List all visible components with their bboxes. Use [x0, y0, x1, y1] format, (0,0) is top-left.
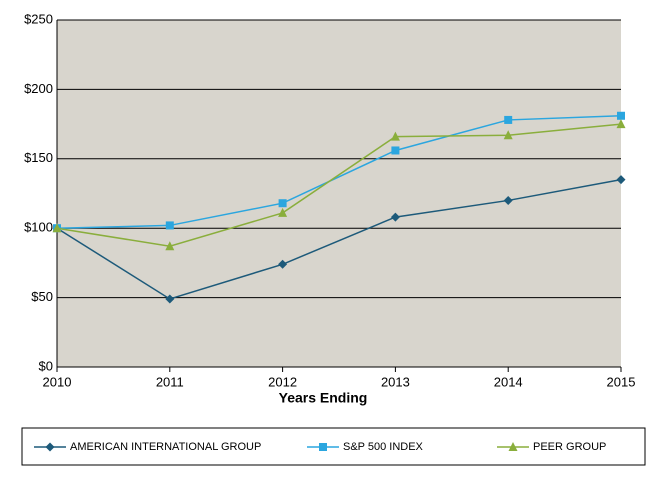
- x-axis-label: Years Ending: [279, 390, 368, 406]
- marker: [390, 131, 400, 141]
- marker: [504, 115, 513, 124]
- marker: [503, 130, 513, 140]
- y-tick-label: $200: [24, 81, 53, 96]
- x-tick-label: 2010: [43, 374, 72, 389]
- y-tick-label: $100: [24, 220, 53, 235]
- marker: [278, 199, 287, 208]
- marker: [616, 119, 626, 129]
- series-line: [56, 123, 622, 248]
- marker: [503, 195, 513, 205]
- y-tick-label: $0: [39, 358, 53, 373]
- legend-label: PEER GROUP: [533, 441, 606, 453]
- legend-marker: [319, 443, 327, 451]
- y-tick-label: $50: [31, 289, 53, 304]
- marker: [391, 146, 400, 155]
- legend-label: AMERICAN INTERNATIONAL GROUP: [70, 441, 261, 453]
- marker: [617, 111, 625, 120]
- x-tick-label: 2011: [156, 374, 184, 389]
- x-tick-label: 2013: [381, 374, 410, 389]
- marker: [165, 241, 175, 251]
- marker: [390, 212, 400, 222]
- x-tick-label: 2012: [268, 374, 297, 389]
- series-line: [56, 178, 622, 300]
- x-tick-label: 2014: [494, 374, 523, 389]
- legend-label: S&P 500 INDEX: [343, 441, 424, 453]
- marker: [616, 175, 626, 185]
- marker: [278, 259, 288, 269]
- legend-marker: [45, 442, 55, 452]
- x-tick-label: 2015: [607, 374, 636, 389]
- legend-marker: [508, 442, 518, 451]
- marker: [52, 223, 62, 233]
- marker: [278, 207, 288, 217]
- series-line: [56, 115, 622, 229]
- y-tick-label: $150: [24, 150, 53, 165]
- plot-area: [57, 20, 621, 367]
- y-tick-label: $250: [24, 11, 53, 26]
- marker: [165, 221, 174, 230]
- marker: [165, 294, 175, 304]
